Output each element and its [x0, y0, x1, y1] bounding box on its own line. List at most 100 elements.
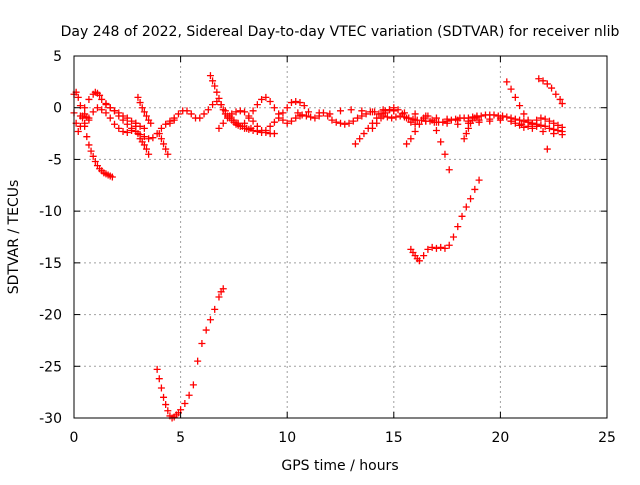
data-point [358, 107, 366, 115]
data-point [550, 119, 558, 127]
data-point [328, 116, 336, 124]
data-point [535, 75, 543, 83]
data-point [170, 114, 178, 122]
data-point [337, 119, 344, 127]
data-point [89, 108, 97, 116]
data-point [341, 120, 349, 128]
data-point [398, 110, 406, 118]
data-point [98, 95, 106, 103]
data-point [516, 102, 524, 110]
data-point [123, 120, 131, 128]
data-point [411, 116, 419, 124]
data-point [85, 114, 93, 122]
data-point [460, 135, 468, 143]
data-point [241, 108, 249, 116]
data-point [123, 114, 131, 122]
data-point [475, 118, 483, 126]
data-point [128, 117, 136, 125]
data-point [537, 114, 545, 122]
data-point [200, 110, 208, 118]
data-point [377, 114, 385, 122]
x-axis-label: GPS time / hours [281, 458, 398, 474]
data-point [198, 340, 206, 348]
data-series-arc22 [535, 75, 566, 108]
data-series-arc23 [507, 114, 566, 131]
data-point [236, 107, 244, 115]
data-point [441, 244, 449, 252]
data-point [136, 99, 144, 107]
data-point [432, 244, 440, 252]
data-point [211, 305, 219, 313]
data-series-arc24 [543, 145, 551, 153]
data-point [209, 101, 217, 109]
data-point [443, 119, 451, 127]
data-point [473, 113, 481, 121]
data-point [454, 223, 462, 231]
data-point [381, 109, 389, 117]
data-point [356, 135, 364, 143]
y-tick-label: 5 [53, 49, 62, 65]
data-point [74, 128, 82, 136]
data-point [140, 108, 148, 116]
data-point [119, 112, 127, 120]
data-series-arc4 [81, 104, 140, 137]
data-point [155, 130, 163, 138]
data-point [467, 195, 475, 203]
data-point [558, 123, 566, 131]
data-point [548, 84, 556, 92]
y-tick-label: 0 [53, 101, 62, 117]
data-point [157, 384, 165, 392]
data-point [185, 391, 193, 399]
data-point [189, 381, 197, 389]
data-point [390, 104, 398, 112]
data-point [183, 107, 191, 115]
data-series-arc17 [368, 104, 419, 132]
data-point [155, 375, 163, 383]
data-point [507, 117, 515, 125]
chart-title: Day 248 of 2022, Sidereal Day-to-day VTE… [61, 24, 620, 40]
data-series-arc13 [262, 98, 308, 134]
data-point [249, 117, 257, 125]
data-point [249, 107, 257, 115]
data-point [503, 113, 511, 121]
data-point [83, 133, 91, 141]
data-point [142, 112, 150, 120]
data-point [552, 90, 560, 98]
data-point [362, 110, 370, 118]
data-point [76, 112, 84, 120]
data-point [449, 233, 457, 241]
data-point [108, 173, 116, 181]
data-point [164, 150, 172, 158]
data-series-arc6 [132, 119, 153, 158]
data-point [287, 99, 295, 107]
data-point [134, 130, 142, 138]
data-point [415, 257, 423, 265]
data-point [543, 80, 551, 88]
data-point [524, 122, 532, 130]
data-point [296, 99, 304, 107]
data-point [164, 407, 172, 415]
data-point [490, 111, 498, 119]
data-point [147, 119, 155, 127]
data-point [157, 124, 165, 132]
data-point [275, 114, 283, 122]
data-point [511, 119, 519, 127]
data-point [215, 94, 223, 102]
data-point [236, 122, 244, 130]
data-point [204, 106, 212, 114]
data-point [537, 121, 545, 129]
data-point [454, 120, 462, 128]
data-point [392, 113, 400, 121]
data-point [368, 108, 376, 116]
data-point [194, 357, 202, 365]
data-point [507, 85, 515, 93]
data-point [87, 147, 95, 155]
data-point [93, 104, 101, 112]
data-point [283, 119, 291, 127]
data-point [373, 119, 381, 127]
data-point [153, 365, 161, 373]
data-point [315, 109, 323, 117]
data-point [411, 110, 419, 118]
data-point [520, 110, 528, 118]
